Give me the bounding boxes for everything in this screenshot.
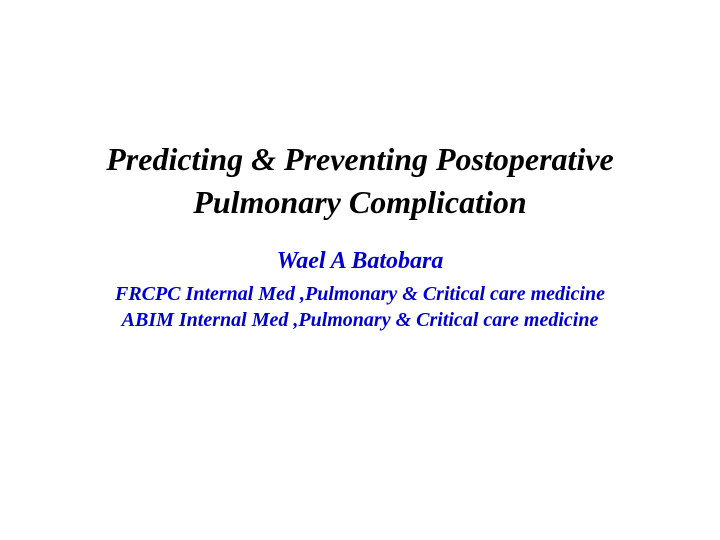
title-line-2: Pulmonary Complication <box>193 184 526 220</box>
author-name: Wael A Batobara <box>277 248 444 275</box>
slide-title: Predicting & Preventing Postoperative Pu… <box>106 138 613 224</box>
credential-line-1: FRCPC Internal Med ,Pulmonary & Critical… <box>115 281 605 307</box>
title-line-1: Predicting & Preventing Postoperative <box>106 141 613 177</box>
credential-line-2: ABIM Internal Med ,Pulmonary & Critical … <box>122 307 599 333</box>
